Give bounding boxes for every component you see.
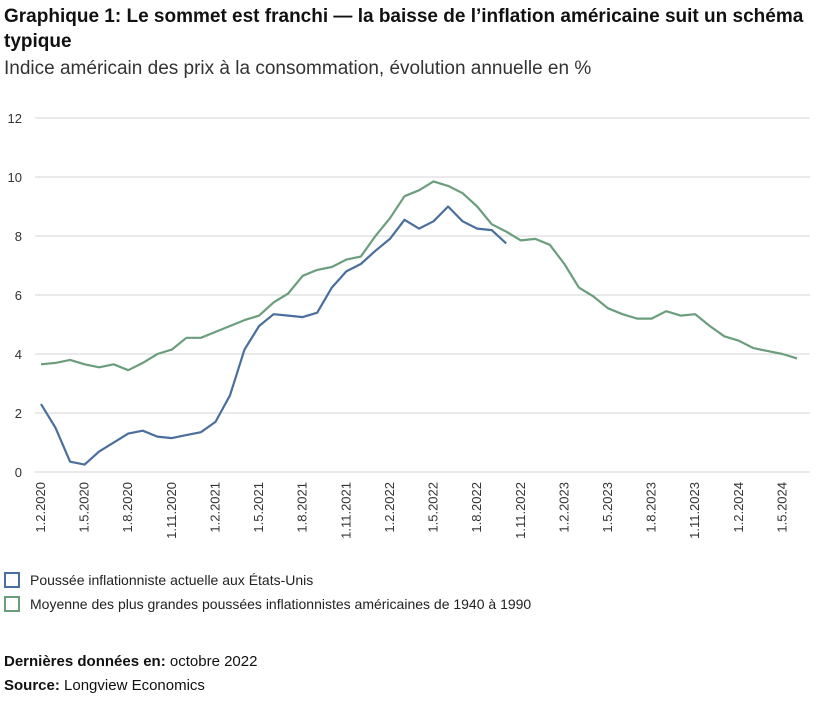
x-tick-label: 1.5.2022 <box>426 482 441 533</box>
x-tick-label: 1.5.2023 <box>600 482 615 533</box>
legend-swatch <box>4 572 20 588</box>
x-tick-label: 1.8.2020 <box>120 482 135 533</box>
series-line <box>40 180 798 372</box>
x-tick-label: 1.2.2022 <box>382 482 397 533</box>
y-tick-label: 12 <box>8 111 22 126</box>
x-tick-label: 1.5.2024 <box>774 482 789 533</box>
x-tick-label: 1.5.2021 <box>251 482 266 533</box>
x-tick-label: 1.2.2024 <box>731 482 746 533</box>
x-tick-label: 1.2.2021 <box>207 482 222 533</box>
x-tick-label: 1.11.2023 <box>687 482 702 539</box>
x-tick-label: 1.8.2021 <box>295 482 310 533</box>
x-tick-label: 1.2.2023 <box>556 482 571 533</box>
y-tick-label: 6 <box>15 288 22 303</box>
legend-swatch <box>4 596 20 612</box>
x-tick-label: 1.8.2022 <box>469 482 484 533</box>
x-tick-label: 1.5.2020 <box>77 482 92 533</box>
legend-entry: Moyenne des plus grandes poussées inflat… <box>4 596 531 612</box>
legend-entry: Poussée inflationniste actuelle aux État… <box>4 572 313 588</box>
footer-label: Dernières données en: <box>4 653 166 670</box>
y-tick-label: 2 <box>15 406 22 421</box>
legend-label: Poussée inflationniste actuelle aux État… <box>30 572 314 588</box>
chart-subtitle: Indice américain des prix à la consommat… <box>4 58 592 79</box>
footer-line: Source: Longview Economics <box>4 677 205 694</box>
x-tick-label: 1.11.2020 <box>164 482 179 539</box>
x-tick-label: 1.11.2021 <box>338 482 353 539</box>
x-tick-label: 1.2.2020 <box>33 482 48 533</box>
y-tick-label: 4 <box>15 347 22 362</box>
series-line <box>40 205 507 466</box>
y-tick-label: 0 <box>15 465 22 480</box>
footer-value: octobre 2022 <box>169 653 258 670</box>
chart-title: Graphique 1: Le sommet est franchi — la … <box>4 6 804 52</box>
x-tick-label: 1.8.2023 <box>644 482 659 533</box>
footer-label: Source: <box>4 677 60 694</box>
x-tick-label: 1.11.2022 <box>513 482 528 539</box>
footer-line: Dernières données en: octobre 2022 <box>4 653 257 670</box>
y-tick-label: 8 <box>15 229 22 244</box>
legend-label: Moyenne des plus grandes poussées inflat… <box>30 596 532 612</box>
y-tick-label: 10 <box>8 170 22 185</box>
footer-value: Longview Economics <box>64 677 205 694</box>
